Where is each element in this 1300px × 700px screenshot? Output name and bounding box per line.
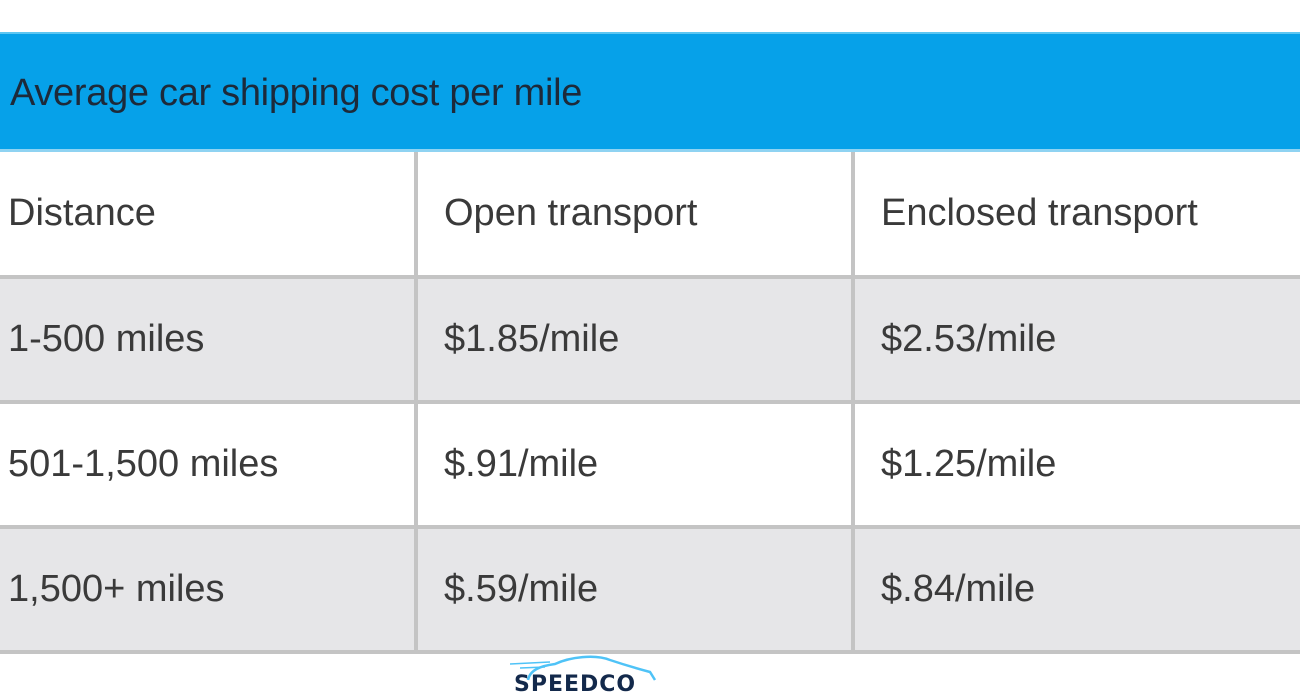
logo-text: SPEEDCO [514,672,637,697]
distance-cell: 1-500 miles [0,277,416,404]
table-header-row: Distance Open transport Enclosed transpo… [0,152,1300,279]
table-title: Average car shipping cost per mile [10,72,583,114]
open-cost-cell: $.59/mile [414,527,853,654]
table-row: 1-500 miles $1.85/mile $2.53/mile [0,277,1300,404]
column-header-enclosed-transport: Enclosed transport [851,152,1300,279]
car-silhouette-icon [510,655,657,681]
open-cost-cell: $1.85/mile [414,277,853,404]
enclosed-cost-cell: $1.25/mile [851,402,1300,529]
table-row: 501-1,500 miles $.91/mile $1.25/mile [0,402,1300,529]
enclosed-cost-cell: $.84/mile [851,527,1300,654]
speedco-logo: SPEEDCO [510,652,660,698]
table-row: 1,500+ miles $.59/mile $.84/mile [0,527,1300,654]
column-header-open-transport: Open transport [414,152,853,279]
open-cost-cell: $.91/mile [414,402,853,529]
shipping-cost-table: Distance Open transport Enclosed transpo… [0,152,1300,654]
distance-cell: 501-1,500 miles [0,402,416,529]
enclosed-cost-cell: $2.53/mile [851,277,1300,404]
table-title-band: Average car shipping cost per mile [0,32,1300,152]
column-header-distance: Distance [0,152,416,279]
distance-cell: 1,500+ miles [0,527,416,654]
